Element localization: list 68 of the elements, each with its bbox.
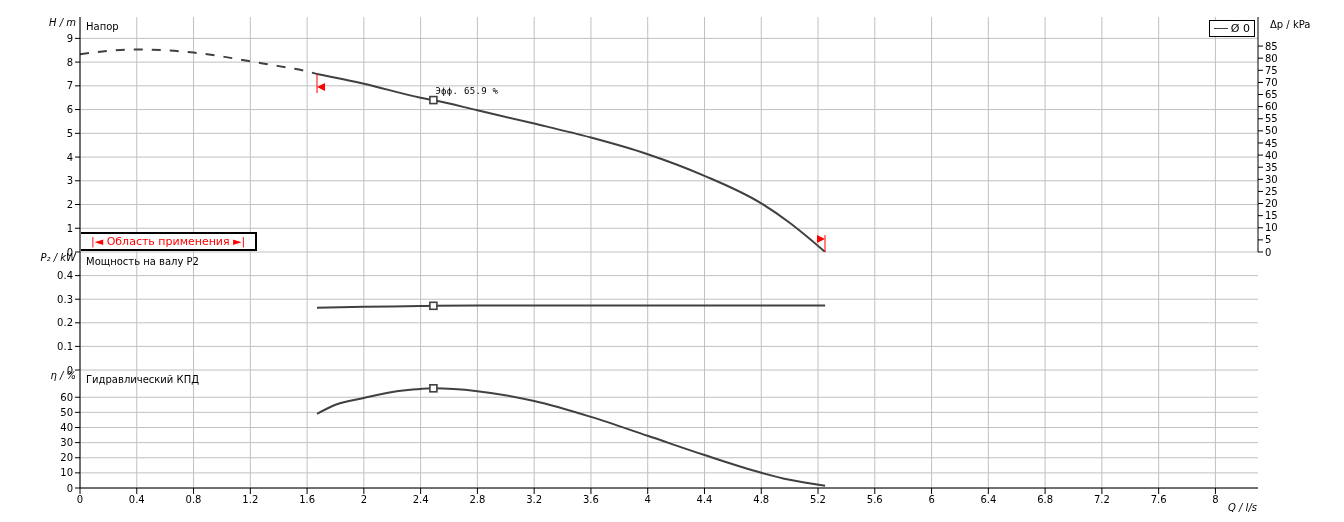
y-tick-label: 7	[66, 80, 73, 92]
y-tick-label: 60	[60, 391, 73, 403]
x-tick-label: 2.8	[469, 494, 486, 506]
y2-tick-label: 30	[1265, 173, 1278, 185]
y-tick-label: 20	[60, 452, 73, 464]
y-tick-label: 1	[66, 222, 73, 234]
y2-tick-label: 40	[1265, 149, 1278, 161]
y-tick-label: 2	[66, 199, 73, 211]
legend-label: Ø 0	[1230, 22, 1250, 35]
x-tick-label: 6.8	[1037, 494, 1054, 506]
x-tick-label: 0.4	[128, 494, 145, 506]
annotation: Эфф. 65.9 %	[435, 86, 499, 97]
y2-tick-label: 75	[1265, 64, 1278, 76]
x-tick-label: 0	[76, 494, 84, 506]
x-tick-label: 8	[1212, 494, 1219, 506]
y-tick-label: 0	[66, 482, 73, 494]
y-tick-label: 30	[60, 437, 73, 449]
chart-title: Мощность на валу P2	[86, 256, 199, 267]
y2-tick-label: 85	[1265, 40, 1278, 52]
y2-tick-label: 20	[1265, 198, 1278, 210]
y2-tick-label: 0	[1265, 246, 1272, 258]
x-tick-label: 6.4	[980, 494, 997, 506]
x-tick-label: 3.2	[526, 494, 543, 506]
x-tick-label: 0.8	[185, 494, 202, 506]
y-tick-label: 40	[60, 422, 73, 434]
x-tick-label: 4.8	[753, 494, 770, 506]
chart-title: Гидравлический КПД	[86, 374, 199, 385]
y-tick-label: 8	[66, 56, 73, 68]
y-tick-label: 4	[66, 151, 73, 163]
x-tick-label: 6	[928, 494, 935, 506]
y-tick-label: 10	[60, 467, 73, 479]
x-tick-label: 2.4	[412, 494, 429, 506]
y-tick-label: 50	[60, 406, 73, 418]
y-tick-label: 0.3	[57, 293, 73, 305]
y2-tick-label: 45	[1265, 137, 1278, 149]
y2-tick-label: 65	[1265, 89, 1278, 101]
y2-tick-label: 70	[1265, 76, 1278, 88]
y2-tick-label: 15	[1265, 210, 1278, 222]
y2-tick-label: 25	[1265, 185, 1278, 197]
y2-tick-label: 55	[1265, 113, 1278, 125]
x-tick-label: 3.6	[582, 494, 599, 506]
x-tick-label: 5.6	[866, 494, 883, 506]
y-tick-label: 0.4	[57, 270, 73, 282]
y2-tick-label: 50	[1265, 125, 1278, 137]
y-axis-title: H / m	[49, 17, 76, 28]
x-tick-label: 7.2	[1093, 494, 1110, 506]
x-tick-label: 2	[360, 494, 368, 506]
y-tick-label: 0.2	[57, 317, 73, 329]
y-tick-label: 9	[66, 32, 73, 44]
y2-tick-label: 35	[1265, 161, 1278, 173]
y-tick-label: 0.1	[57, 340, 73, 352]
y-tick-label: 3	[66, 175, 73, 187]
y-tick-label: 5	[66, 127, 73, 139]
y2-tick-label: 10	[1265, 222, 1278, 234]
x-tick-label: 1.6	[299, 494, 316, 506]
x-tick-label: 7.6	[1150, 494, 1167, 506]
chart-title: Напор	[86, 21, 119, 32]
x-tick-label: 1.2	[242, 494, 259, 506]
x-axis-title: Q / l/s	[1228, 502, 1257, 513]
x-tick-label: 4	[644, 494, 651, 506]
annotation: |◄ Область применения ►|	[81, 232, 258, 251]
y2-axis-title: Δp / kPa	[1270, 19, 1311, 30]
y2-tick-label: 60	[1265, 101, 1278, 113]
y-tick-label: 6	[66, 104, 73, 116]
x-tick-label: 4.4	[696, 494, 713, 506]
y2-tick-label: 5	[1265, 234, 1272, 246]
y2-tick-label: 80	[1265, 52, 1278, 64]
x-tick-label: 5.2	[810, 494, 826, 506]
